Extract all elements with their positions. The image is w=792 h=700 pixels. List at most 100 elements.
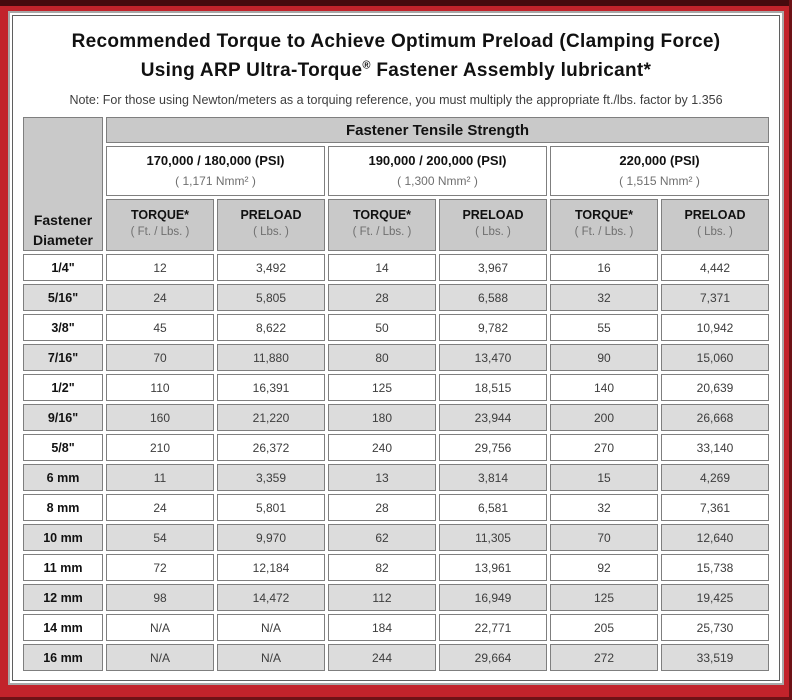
value-cell: 33,519 [661, 644, 769, 671]
table-row: 12 mm 98 14,472 112 16,949 125 19,425 [23, 584, 769, 611]
value-cell: 11,880 [217, 344, 325, 371]
value-cell: 272 [550, 644, 658, 671]
value-cell: N/A [106, 614, 214, 641]
value-cell: 82 [328, 554, 436, 581]
value-cell: 16,949 [439, 584, 547, 611]
value-cell: 200 [550, 404, 658, 431]
diameter-cell: 8 mm [23, 494, 103, 521]
table-row: 16 mm N/A N/A 244 29,664 272 33,519 [23, 644, 769, 671]
diameter-cell: 1/2" [23, 374, 103, 401]
value-cell: 140 [550, 374, 658, 401]
value-cell: 244 [328, 644, 436, 671]
value-cell: 4,269 [661, 464, 769, 491]
value-cell: 15,060 [661, 344, 769, 371]
torque-table: Fastener Diameter Fastener Tensile Stren… [20, 114, 772, 674]
value-cell: 18,515 [439, 374, 547, 401]
value-cell: 16,391 [217, 374, 325, 401]
psi-group-190-200: 190,000 / 200,000 (PSI) ( 1,300 Nmm² ) [328, 146, 547, 196]
diameter-cell: 1/4" [23, 254, 103, 281]
diameter-cell: 5/16" [23, 284, 103, 311]
table-row: 1/4" 12 3,492 14 3,967 16 4,442 [23, 254, 769, 281]
value-cell: 21,220 [217, 404, 325, 431]
preload-column-header: PRELOAD ( Lbs. ) [661, 199, 769, 251]
value-cell: 72 [106, 554, 214, 581]
value-cell: 98 [106, 584, 214, 611]
value-cell: 50 [328, 314, 436, 341]
diameter-cell: 5/8" [23, 434, 103, 461]
value-cell: 29,756 [439, 434, 547, 461]
content-panel: Recommended Torque to Achieve Optimum Pr… [12, 15, 780, 681]
value-cell: 14 [328, 254, 436, 281]
tensile-strength-header: Fastener Tensile Strength [106, 117, 769, 143]
diameter-cell: 14 mm [23, 614, 103, 641]
value-cell: 26,372 [217, 434, 325, 461]
note-text: Note: For those using Newton/meters as a… [69, 93, 723, 107]
value-cell: 70 [106, 344, 214, 371]
value-cell: 3,814 [439, 464, 547, 491]
value-cell: 14,472 [217, 584, 325, 611]
diameter-cell: 16 mm [23, 644, 103, 671]
fastener-diameter-header: Fastener Diameter [23, 117, 103, 251]
value-cell: 62 [328, 524, 436, 551]
value-cell: N/A [217, 614, 325, 641]
torque-column-header: TORQUE* ( Ft. / Lbs. ) [328, 199, 436, 251]
value-cell: 8,622 [217, 314, 325, 341]
diameter-cell: 9/16" [23, 404, 103, 431]
value-cell: 11 [106, 464, 214, 491]
value-cell: 10,942 [661, 314, 769, 341]
table-row: 1/2" 110 16,391 125 18,515 140 20,639 [23, 374, 769, 401]
value-cell: 9,782 [439, 314, 547, 341]
value-cell: 16 [550, 254, 658, 281]
value-cell: 28 [328, 494, 436, 521]
value-cell: 160 [106, 404, 214, 431]
value-cell: 6,588 [439, 284, 547, 311]
value-cell: 125 [328, 374, 436, 401]
top-maroon-strip [0, 0, 792, 6]
value-cell: 54 [106, 524, 214, 551]
preload-column-header: PRELOAD ( Lbs. ) [439, 199, 547, 251]
value-cell: 3,967 [439, 254, 547, 281]
value-cell: 110 [106, 374, 214, 401]
table-row: 3/8" 45 8,622 50 9,782 55 10,942 [23, 314, 769, 341]
value-cell: 12,640 [661, 524, 769, 551]
value-cell: 25,730 [661, 614, 769, 641]
value-cell: 32 [550, 284, 658, 311]
value-cell: 12,184 [217, 554, 325, 581]
value-cell: N/A [217, 644, 325, 671]
registered-trademark-symbol: ® [362, 59, 371, 72]
value-cell: 11,305 [439, 524, 547, 551]
value-cell: 23,944 [439, 404, 547, 431]
value-cell: 210 [106, 434, 214, 461]
diameter-cell: 12 mm [23, 584, 103, 611]
value-cell: 5,801 [217, 494, 325, 521]
value-cell: 184 [328, 614, 436, 641]
value-cell: 125 [550, 584, 658, 611]
diameter-cell: 11 mm [23, 554, 103, 581]
value-cell: 3,359 [217, 464, 325, 491]
table-row: 8 mm 24 5,801 28 6,581 32 7,361 [23, 494, 769, 521]
value-cell: 32 [550, 494, 658, 521]
title-line-2: Using ARP Ultra-Torque® Fastener Assembl… [140, 59, 652, 81]
value-cell: 20,639 [661, 374, 769, 401]
value-cell: 24 [106, 284, 214, 311]
table-row: 5/8" 210 26,372 240 29,756 270 33,140 [23, 434, 769, 461]
value-cell: 15,738 [661, 554, 769, 581]
diameter-cell: 7/16" [23, 344, 103, 371]
table-row: 7/16" 70 11,880 80 13,470 90 15,060 [23, 344, 769, 371]
value-cell: 13,961 [439, 554, 547, 581]
diameter-cell: 6 mm [23, 464, 103, 491]
value-cell: 33,140 [661, 434, 769, 461]
right-edge-shade [789, 0, 792, 700]
psi-group-170-180: 170,000 / 180,000 (PSI) ( 1,171 Nmm² ) [106, 146, 325, 196]
value-cell: 12 [106, 254, 214, 281]
value-cell: 19,425 [661, 584, 769, 611]
page-title: Recommended Torque to Achieve Optimum Pr… [13, 16, 779, 85]
diameter-cell: 10 mm [23, 524, 103, 551]
value-cell: 22,771 [439, 614, 547, 641]
title-line-1: Recommended Torque to Achieve Optimum Pr… [71, 31, 721, 52]
bottom-edge-shade [0, 697, 792, 700]
value-cell: 4,442 [661, 254, 769, 281]
value-cell: 70 [550, 524, 658, 551]
value-cell: N/A [106, 644, 214, 671]
